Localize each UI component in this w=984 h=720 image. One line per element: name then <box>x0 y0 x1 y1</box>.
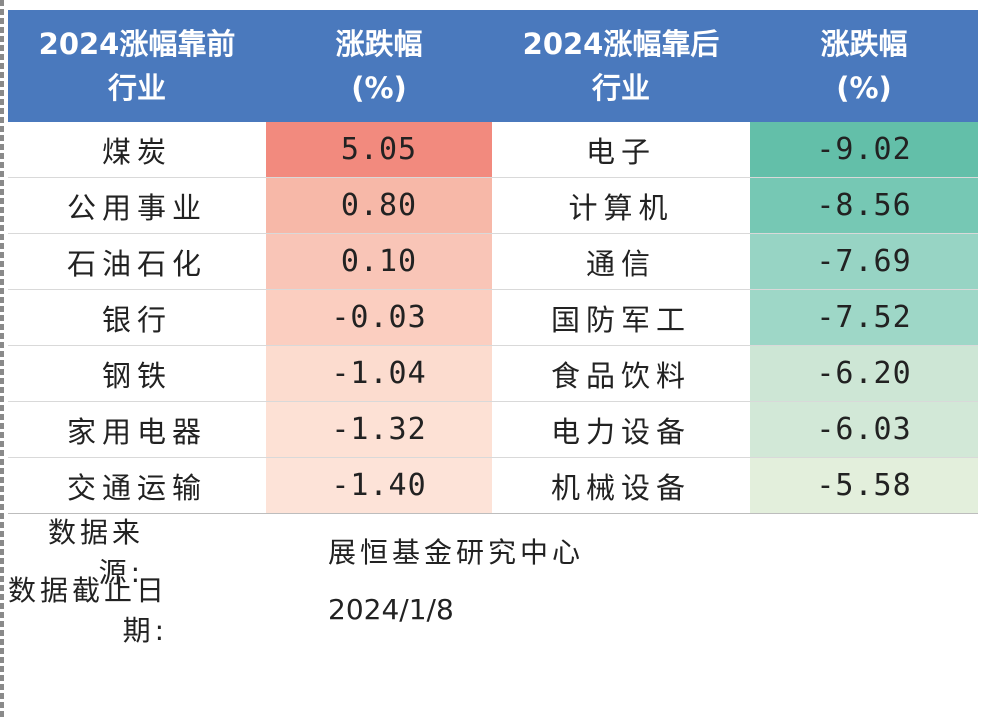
bottom-industry-cell: 食品饮料 <box>550 358 691 393</box>
table-row: 家用电器 -1.32 电力设备 -6.03 <box>8 402 978 458</box>
top-industry-cell: 石油石化 <box>66 246 207 281</box>
table-row: 银行 -0.03 国防军工 -7.52 <box>8 290 978 346</box>
source-label: 数据来源: <box>47 516 144 589</box>
top-industry-cell: 公用事业 <box>66 190 207 225</box>
top-change-cell: -1.40 <box>266 458 492 513</box>
header-top-industry: 2024涨幅靠前 行业 <box>38 27 236 105</box>
top-change-cell: -1.04 <box>266 346 492 401</box>
date-row: 数据截止日期: 2024/1/8 <box>8 574 978 647</box>
bottom-change-cell: -6.20 <box>750 346 978 401</box>
bottom-industry-cell: 国防军工 <box>550 302 691 337</box>
top-industry-cell: 钢铁 <box>101 358 172 393</box>
top-change-cell: -1.32 <box>266 402 492 457</box>
date-value: 2024/1/8 <box>328 592 454 626</box>
table-row: 交通运输 -1.40 机械设备 -5.58 <box>8 458 978 514</box>
top-industry-cell: 家用电器 <box>66 414 207 449</box>
top-change-cell: -0.03 <box>266 290 492 345</box>
top-industry-cell: 交通运输 <box>66 470 207 505</box>
top-industry-cell: 银行 <box>101 302 172 337</box>
bottom-industry-cell: 机械设备 <box>550 470 691 505</box>
bottom-change-cell: -7.52 <box>750 290 978 345</box>
bottom-change-cell: -9.02 <box>750 122 978 177</box>
table-row: 石油石化 0.10 通信 -7.69 <box>8 234 978 290</box>
table-header: 2024涨幅靠前 行业 涨跌幅 (%) 2024涨幅靠后 行业 涨跌幅 (%) <box>8 10 978 122</box>
header-bottom-change: 涨跌幅 (%) <box>820 27 908 105</box>
date-label: 数据截止日期: <box>8 574 169 647</box>
top-industry-cell: 煤炭 <box>101 134 172 169</box>
table-row: 煤炭 5.05 电子 -9.02 <box>8 122 978 178</box>
table-footer: 数据来源: 展恒基金研究中心 数据截止日期: 2024/1/8 <box>8 516 978 647</box>
source-row: 数据来源: 展恒基金研究中心 <box>8 516 978 589</box>
top-change-cell: 0.10 <box>266 234 492 289</box>
table-row: 公用事业 0.80 计算机 -8.56 <box>8 178 978 234</box>
header-top-change: 涨跌幅 (%) <box>335 27 423 105</box>
bottom-change-cell: -7.69 <box>750 234 978 289</box>
industry-change-table: 2024涨幅靠前 行业 涨跌幅 (%) 2024涨幅靠后 行业 涨跌幅 (%) … <box>8 10 978 514</box>
top-change-cell: 5.05 <box>266 122 492 177</box>
bottom-change-cell: -5.58 <box>750 458 978 513</box>
bottom-change-cell: -8.56 <box>750 178 978 233</box>
bottom-industry-cell: 通信 <box>585 246 656 281</box>
left-dashed-border <box>0 0 4 720</box>
top-change-cell: 0.80 <box>266 178 492 233</box>
bottom-change-cell: -6.03 <box>750 402 978 457</box>
bottom-industry-cell: 计算机 <box>568 190 674 225</box>
table-body: 煤炭 5.05 电子 -9.02 公用事业 0.80 计算机 -8.56 石油石化 0.10 通信 -… <box>8 122 978 514</box>
bottom-industry-cell: 电子 <box>585 134 656 169</box>
bottom-industry-cell: 电力设备 <box>550 414 691 449</box>
table-row: 钢铁 -1.04 食品饮料 -6.20 <box>8 346 978 402</box>
source-value: 展恒基金研究中心 <box>328 536 585 569</box>
header-bottom-industry: 2024涨幅靠后 行业 <box>522 27 720 105</box>
